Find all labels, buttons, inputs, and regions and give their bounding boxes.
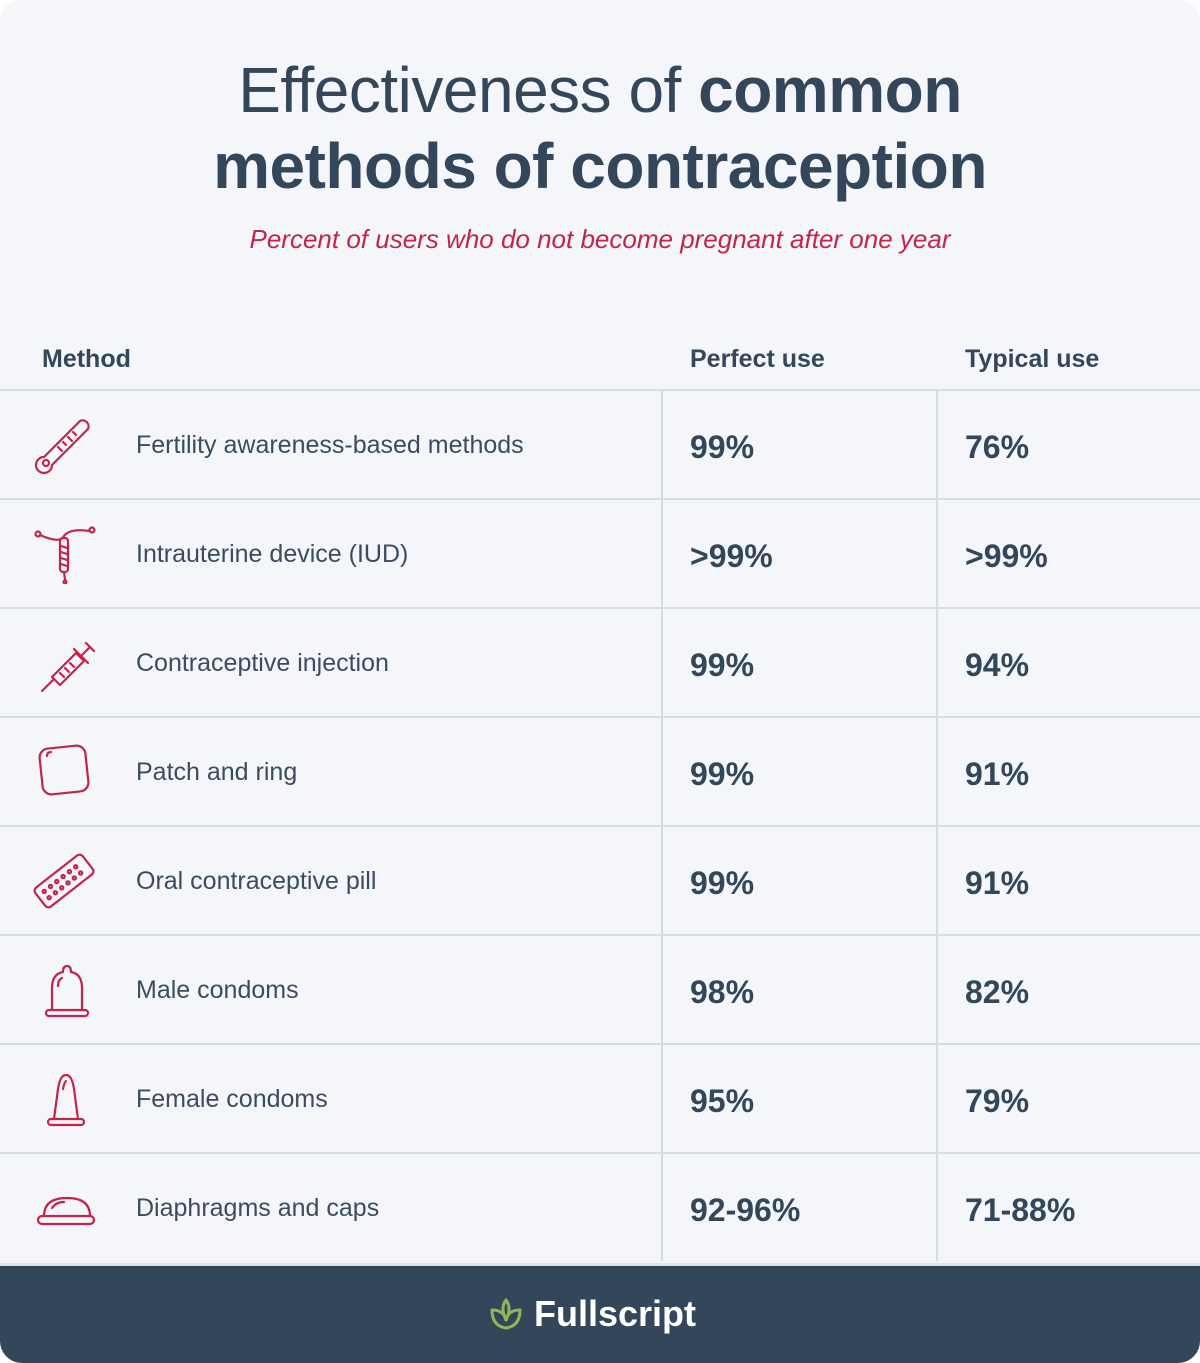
table-body: Fertility awareness-based methods 99% 76… <box>0 389 1200 1261</box>
method-name: Fertility awareness-based methods <box>136 431 524 459</box>
method-name: Female condoms <box>136 1085 328 1113</box>
diaphragm-icon <box>30 1178 96 1238</box>
method-name: Contraceptive injection <box>136 649 389 677</box>
brand-logo: Fullscript <box>488 1290 696 1338</box>
method-name: Male condoms <box>136 976 299 1004</box>
method-name: Diaphragms and caps <box>136 1194 380 1222</box>
column-header-method: Method <box>42 345 131 373</box>
table-header: Method Perfect use Typical use <box>0 345 1200 389</box>
title-bold-line2: methods of contraception <box>213 130 987 202</box>
page-subtitle: Percent of users who do not become pregn… <box>249 224 951 254</box>
typical-use-value: 91% <box>965 865 1030 901</box>
title-bold-line1: common <box>698 54 962 126</box>
typical-use-value: 79% <box>965 1083 1030 1119</box>
pill-pack-icon <box>30 851 96 911</box>
leaf-logo-icon <box>488 1296 524 1332</box>
footer-bar: Fullscript <box>0 1263 1200 1363</box>
table-row: Intrauterine device (IUD) >99% >99% <box>0 498 1200 607</box>
perfect-use-value: 99% <box>690 647 755 683</box>
table-row: Female condoms 95% 79% <box>0 1043 1200 1152</box>
table-row: Male condoms 98% 82% <box>0 934 1200 1043</box>
typical-use-value: >99% <box>965 538 1048 574</box>
perfect-use-value: 99% <box>690 429 755 465</box>
typical-use-value: 82% <box>965 974 1030 1010</box>
page-title: Effectiveness of common methods of contr… <box>0 52 1200 204</box>
perfect-use-value: >99% <box>690 538 773 574</box>
column-header-typical-use: Typical use <box>965 345 1100 373</box>
method-name: Patch and ring <box>136 758 298 786</box>
perfect-use-value: 99% <box>690 756 755 792</box>
syringe-icon <box>30 633 96 693</box>
typical-use-value: 76% <box>965 429 1030 465</box>
patch-icon <box>30 742 96 802</box>
typical-use-value: 94% <box>965 647 1030 683</box>
perfect-use-value: 98% <box>690 974 755 1010</box>
typical-use-value: 71-88% <box>965 1192 1076 1228</box>
male-condom-icon <box>30 960 96 1020</box>
perfect-use-value: 92-96% <box>690 1192 801 1228</box>
brand-name: Fullscript <box>534 1293 697 1334</box>
thermometer-icon <box>30 415 96 475</box>
method-name: Intrauterine device (IUD) <box>136 540 409 568</box>
table-row: Diaphragms and caps 92-96% 71-88% <box>0 1152 1200 1261</box>
method-name: Oral contraceptive pill <box>136 867 377 895</box>
iud-icon <box>30 524 96 585</box>
table-row: Contraceptive injection 99% 94% <box>0 607 1200 716</box>
table-row: Patch and ring 99% 91% <box>0 716 1200 825</box>
table-row: Fertility awareness-based methods 99% 76… <box>0 389 1200 498</box>
female-condom-icon <box>30 1069 96 1129</box>
perfect-use-value: 99% <box>690 865 755 901</box>
typical-use-value: 91% <box>965 756 1030 792</box>
column-header-perfect-use: Perfect use <box>690 345 825 373</box>
title-light: Effectiveness of <box>238 54 699 126</box>
table-row: Oral contraceptive pill 99% 91% <box>0 825 1200 934</box>
perfect-use-value: 95% <box>690 1083 755 1119</box>
